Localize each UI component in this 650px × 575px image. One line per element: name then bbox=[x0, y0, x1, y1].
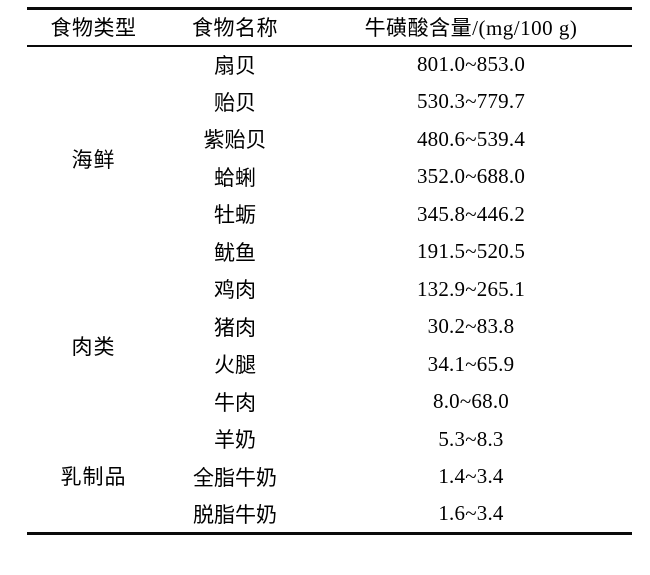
food-name-cell: 全脂牛奶 bbox=[193, 465, 277, 490]
group-cell-meat: 肉类 bbox=[71, 334, 116, 359]
taurine-value-cell: 8.0~68.0 bbox=[433, 389, 509, 414]
taurine-value-cell: 345.8~446.2 bbox=[416, 201, 526, 226]
header-row: 食物类型 食物名称 牛磺酸含量/(mg/100 g) bbox=[27, 8, 632, 47]
taurine-value-cell: 191.5~520.5 bbox=[416, 239, 526, 264]
table-row: 蛤蜊 352.0~688.0 bbox=[27, 158, 632, 196]
table-row: 牡蛎 345.8~446.2 bbox=[27, 196, 632, 234]
food-name-cell: 牡蛎 bbox=[214, 203, 256, 228]
food-name-cell: 猪肉 bbox=[214, 315, 256, 340]
header-food-type: 食物类型 bbox=[27, 8, 160, 47]
table-row: 鱿鱼 191.5~520.5 bbox=[27, 233, 632, 271]
food-name-cell: 蛤蜊 bbox=[214, 165, 256, 190]
table-row: 乳制品 羊奶 5.3~8.3 bbox=[27, 421, 632, 489]
taurine-value-cell: 1.4~3.4 bbox=[438, 464, 504, 489]
taurine-value-cell: 30.2~83.8 bbox=[427, 314, 515, 339]
table-row: 牛肉 8.0~68.0 bbox=[27, 383, 632, 421]
table-row: 肉类 鸡肉 132.9~265.1 bbox=[27, 271, 632, 359]
food-name-cell: 鸡肉 bbox=[214, 278, 256, 303]
food-name-cell: 羊奶 bbox=[214, 428, 256, 453]
taurine-content-table: 食物类型 食物名称 牛磺酸含量/(mg/100 g) 海鲜 扇贝 801.0~8… bbox=[27, 7, 632, 535]
food-name-cell: 鱿鱼 bbox=[214, 240, 256, 265]
table-row: 紫贻贝 480.6~539.4 bbox=[27, 121, 632, 159]
taurine-value-cell: 1.6~3.4 bbox=[438, 501, 504, 525]
food-name-cell: 脱脂牛奶 bbox=[193, 502, 277, 527]
taurine-value-cell: 801.0~853.0 bbox=[416, 52, 526, 77]
table-row: 猪肉 30.2~83.8 bbox=[27, 308, 632, 346]
table-row: 脱脂牛奶 1.6~3.4 bbox=[27, 496, 632, 534]
taurine-value-cell: 34.1~65.9 bbox=[427, 351, 515, 376]
taurine-value-cell: 132.9~265.1 bbox=[416, 276, 526, 301]
taurine-value-cell: 352.0~688.0 bbox=[416, 164, 526, 189]
table-row: 贻贝 530.3~779.7 bbox=[27, 83, 632, 121]
group-cell-seafood: 海鲜 bbox=[71, 147, 116, 172]
table-row: 火腿 34.1~65.9 bbox=[27, 346, 632, 384]
taurine-value-cell: 530.3~779.7 bbox=[416, 89, 526, 114]
taurine-value-cell: 5.3~8.3 bbox=[438, 426, 504, 451]
food-name-cell: 紫贻贝 bbox=[203, 128, 267, 153]
header-food-name: 食物名称 bbox=[160, 8, 310, 47]
food-name-cell: 火腿 bbox=[214, 353, 256, 378]
taurine-value-cell: 480.6~539.4 bbox=[416, 126, 526, 151]
table-row: 全脂牛奶 1.4~3.4 bbox=[27, 458, 632, 496]
header-taurine-content: 牛磺酸含量/(mg/100 g) bbox=[310, 8, 632, 47]
table-row: 海鲜 扇贝 801.0~853.0 bbox=[27, 46, 632, 171]
food-name-cell: 扇贝 bbox=[214, 53, 256, 78]
food-name-cell: 牛肉 bbox=[214, 390, 256, 415]
food-name-cell: 贻贝 bbox=[214, 90, 256, 115]
group-cell-dairy: 乳制品 bbox=[60, 465, 127, 489]
